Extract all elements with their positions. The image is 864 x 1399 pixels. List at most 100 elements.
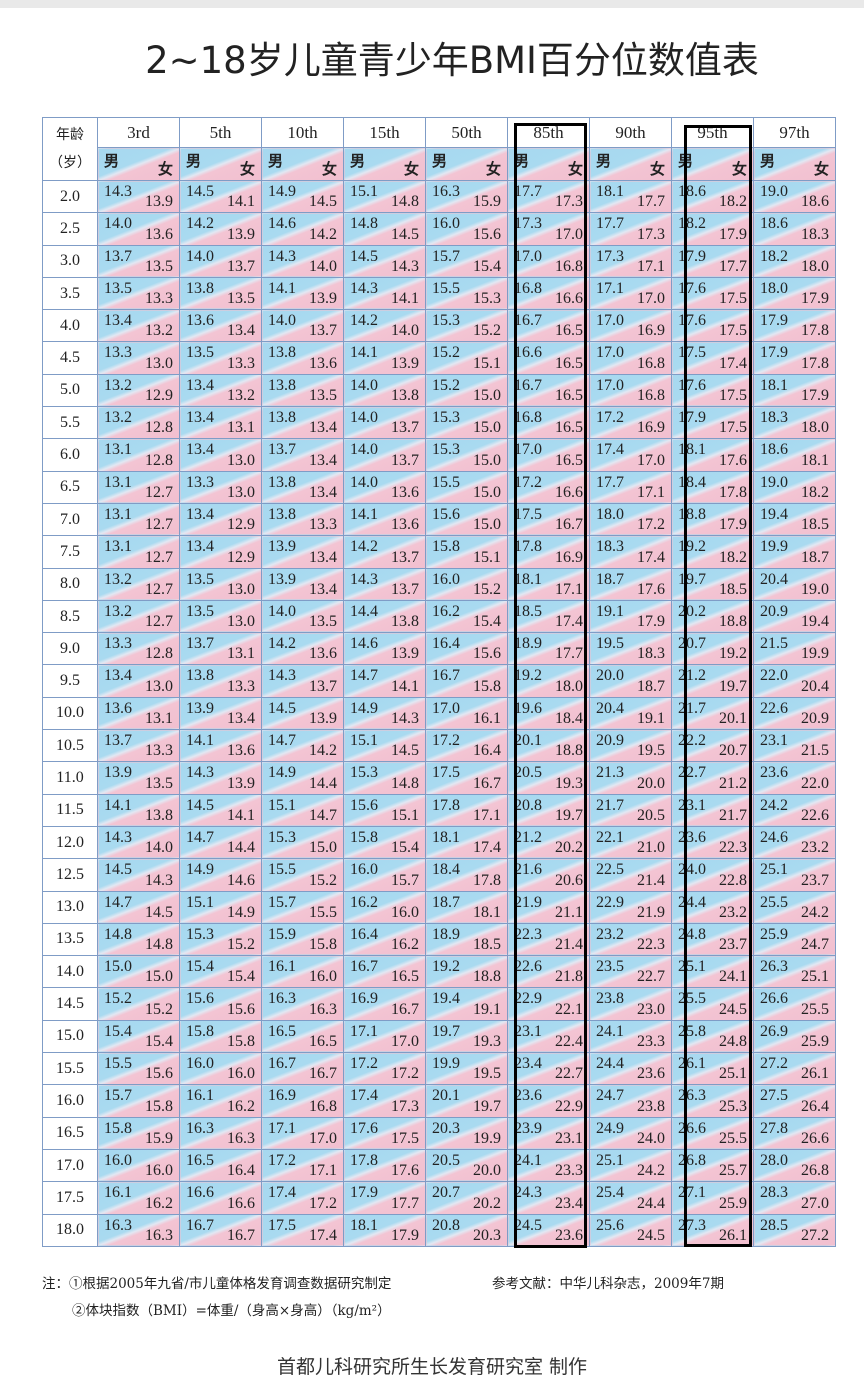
age-header: 年龄 （岁） (42, 117, 98, 181)
bmi-cell-95th: 17.5 17.4 (671, 341, 754, 375)
header-row-percentiles: 年龄 （岁） 3rd 5th 10th 15th 50th 85th 90th 95th 97th (42, 117, 836, 181)
male-value: 18.1 (596, 183, 624, 200)
female-value: 13.5 (309, 387, 337, 405)
male-value: 17.9 (760, 312, 788, 330)
male-value: 16.3 (186, 1119, 214, 1137)
male-value: 18.1 (678, 441, 706, 459)
female-value: 17.4 (473, 839, 501, 857)
male-value: 18.1 (432, 828, 460, 846)
female-value: 18.8 (473, 968, 501, 986)
male-value: 16.2 (432, 602, 460, 620)
female-value: 13.5 (145, 774, 173, 792)
male-value: 18.2 (678, 215, 706, 233)
female-value: 20.6 (555, 871, 583, 889)
male-value: 15.3 (432, 409, 460, 427)
female-value: 15.8 (473, 677, 501, 695)
bmi-cell-85th: 22.6 21.8 (507, 955, 590, 989)
bmi-cell-50th: 17.0 16.1 (425, 696, 508, 731)
bmi-cell-10th: 14.0 13.7 (261, 309, 344, 343)
bmi-cell-85th: 20.1 18.8 (507, 729, 590, 763)
female-value: 20.0 (637, 774, 665, 792)
female-value: 13.7 (391, 451, 419, 469)
bmi-cell-10th: 13.8 13.5 (261, 373, 344, 408)
female-value: 23.3 (637, 1033, 665, 1051)
male-value: 15.0 (104, 958, 132, 976)
female-value: 17.9 (391, 1226, 419, 1244)
age-cell: 2.0 (42, 179, 98, 214)
female-value: 26.6 (801, 1129, 829, 1147)
female-value: 20.7 (719, 742, 747, 760)
female-value: 12.9 (227, 516, 255, 534)
female-value: 14.4 (309, 774, 337, 792)
male-value: 16.7 (514, 376, 542, 394)
bmi-cell-50th: 19.9 19.5 (425, 1052, 508, 1086)
male-value: 23.6 (514, 1087, 542, 1105)
male-value: 20.7 (678, 635, 706, 653)
female-value: 17.5 (719, 290, 747, 308)
sex-header-85th: 男女 (507, 147, 590, 181)
bmi-cell-3rd: 15.4 15.4 (97, 1019, 180, 1054)
age-cell: 18.0 (42, 1213, 98, 1247)
female-value: 21.7 (719, 806, 747, 824)
female-value: 13.5 (227, 290, 255, 308)
male-value: 17.3 (514, 215, 542, 233)
female-value: 16.9 (555, 548, 583, 566)
male-value: 16.7 (268, 1055, 296, 1073)
female-value: 24.5 (719, 1000, 747, 1018)
female-value: 12.8 (145, 419, 173, 437)
female-value: 15.3 (473, 290, 501, 308)
female-value: 22.8 (719, 871, 747, 889)
male-value: 19.9 (760, 538, 788, 556)
female-value: 13.4 (227, 322, 255, 340)
male-value: 17.5 (514, 505, 542, 523)
male-value: 13.1 (104, 441, 132, 459)
sex-header-95th: 男女 (671, 147, 754, 181)
age-cell: 15.5 (42, 1052, 98, 1086)
bmi-cell-50th: 16.0 15.6 (425, 212, 508, 246)
male-value: 14.8 (350, 215, 378, 233)
female-value: 14.8 (145, 936, 173, 954)
bmi-cell-15th: 14.8 14.5 (343, 212, 426, 246)
female-value: 26.8 (801, 1162, 829, 1180)
age-cell: 15.0 (42, 1019, 98, 1054)
male-value: 14.1 (350, 505, 378, 523)
female-value: 13.6 (145, 225, 173, 243)
male-value: 18.2 (760, 247, 788, 265)
male-value: 27.2 (760, 1055, 788, 1073)
male-value: 23.1 (760, 732, 788, 750)
bmi-cell-90th: 20.4 19.1 (589, 696, 672, 731)
male-value: 18.0 (760, 279, 788, 297)
male-label: 男 (350, 152, 366, 170)
female-value: 15.8 (145, 1097, 173, 1115)
bmi-cell-97th: 26.6 25.5 (753, 987, 836, 1021)
male-value: 25.1 (760, 861, 788, 879)
sex-header-10th: 男女 (261, 147, 344, 181)
female-value: 16.5 (309, 1033, 337, 1051)
female-value: 15.0 (145, 968, 173, 986)
bmi-cell-85th: 21.9 21.1 (507, 890, 590, 924)
female-value: 13.4 (309, 419, 337, 437)
bmi-cell-10th: 13.8 13.3 (261, 502, 344, 537)
bmi-cell-50th: 15.2 15.1 (425, 341, 508, 375)
percentile-header-15th: 15th (343, 117, 426, 148)
bmi-cell-50th: 15.3 15.0 (425, 406, 508, 440)
bmi-cell-50th: 15.5 15.3 (425, 276, 508, 311)
female-value: 15.0 (473, 451, 501, 469)
male-value: 15.7 (104, 1087, 132, 1105)
male-value: 17.0 (432, 699, 460, 717)
female-value: 16.5 (391, 968, 419, 986)
bmi-cell-85th: 18.5 17.4 (507, 599, 590, 634)
bmi-cell-95th: 18.1 17.6 (671, 438, 754, 472)
female-value: 14.3 (145, 871, 173, 889)
bmi-cell-10th: 14.7 14.2 (261, 729, 344, 763)
female-value: 14.9 (227, 903, 255, 921)
male-value: 17.8 (432, 796, 460, 814)
female-value: 17.9 (719, 225, 747, 243)
male-value: 14.3 (350, 279, 378, 297)
male-value: 26.3 (760, 958, 788, 976)
bmi-percentile-table: 年龄 （岁） 3rd 5th 10th 15th 50th 85th 90th 95th 97th 男… (42, 117, 836, 1247)
female-value: 17.7 (391, 1194, 419, 1212)
male-value: 15.5 (268, 861, 296, 879)
female-value: 16.8 (309, 1097, 337, 1115)
age-cell: 4.0 (42, 309, 98, 343)
